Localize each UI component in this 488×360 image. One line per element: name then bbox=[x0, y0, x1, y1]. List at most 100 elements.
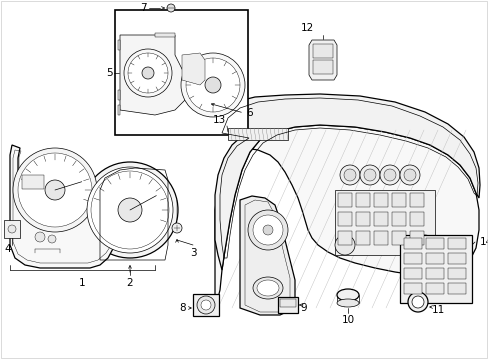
Circle shape bbox=[383, 169, 395, 181]
Bar bbox=[447, 268, 465, 279]
Circle shape bbox=[35, 232, 45, 242]
Circle shape bbox=[363, 169, 375, 181]
Polygon shape bbox=[240, 196, 294, 315]
Circle shape bbox=[339, 165, 359, 185]
Polygon shape bbox=[308, 40, 336, 80]
Circle shape bbox=[247, 210, 287, 250]
Circle shape bbox=[118, 198, 142, 222]
Text: 2: 2 bbox=[126, 278, 133, 288]
Circle shape bbox=[343, 169, 355, 181]
Polygon shape bbox=[120, 35, 184, 115]
Circle shape bbox=[204, 77, 221, 93]
Circle shape bbox=[414, 235, 434, 255]
Text: 3: 3 bbox=[189, 248, 196, 258]
Bar bbox=[193, 294, 219, 316]
Circle shape bbox=[379, 165, 399, 185]
Circle shape bbox=[201, 300, 210, 310]
Text: 14: 14 bbox=[479, 237, 488, 247]
Bar bbox=[399, 235, 471, 303]
Bar bbox=[355, 212, 369, 226]
Bar bbox=[391, 212, 405, 226]
Bar bbox=[355, 231, 369, 245]
Bar bbox=[227, 128, 287, 140]
Polygon shape bbox=[118, 105, 120, 115]
Ellipse shape bbox=[257, 280, 279, 296]
Bar bbox=[409, 193, 423, 207]
Ellipse shape bbox=[336, 289, 358, 301]
Text: 11: 11 bbox=[431, 305, 445, 315]
Polygon shape bbox=[215, 94, 479, 270]
Bar bbox=[403, 253, 421, 264]
Circle shape bbox=[8, 225, 16, 233]
Text: 9: 9 bbox=[299, 303, 306, 313]
Bar bbox=[447, 238, 465, 249]
Bar bbox=[355, 193, 369, 207]
Bar bbox=[409, 212, 423, 226]
Polygon shape bbox=[215, 125, 478, 310]
Circle shape bbox=[48, 235, 56, 243]
Circle shape bbox=[403, 169, 415, 181]
Circle shape bbox=[185, 58, 240, 112]
Bar bbox=[403, 268, 421, 279]
Bar bbox=[337, 193, 351, 207]
Bar bbox=[278, 297, 297, 313]
Circle shape bbox=[124, 49, 172, 97]
Polygon shape bbox=[10, 145, 115, 268]
Circle shape bbox=[197, 296, 215, 314]
Polygon shape bbox=[182, 53, 204, 85]
Bar bbox=[425, 238, 443, 249]
Text: 8: 8 bbox=[179, 303, 185, 313]
Bar bbox=[312, 60, 332, 74]
Circle shape bbox=[181, 53, 244, 117]
Polygon shape bbox=[155, 33, 175, 37]
Circle shape bbox=[18, 153, 92, 227]
Circle shape bbox=[142, 67, 154, 79]
Bar bbox=[337, 231, 351, 245]
Bar bbox=[115, 10, 247, 135]
Text: 7: 7 bbox=[140, 3, 147, 13]
Bar bbox=[337, 212, 351, 226]
Bar bbox=[334, 190, 434, 255]
Bar bbox=[280, 299, 295, 307]
Bar bbox=[391, 193, 405, 207]
Circle shape bbox=[13, 148, 97, 232]
Bar bbox=[403, 238, 421, 249]
Bar bbox=[425, 253, 443, 264]
Text: 10: 10 bbox=[341, 315, 354, 325]
Ellipse shape bbox=[336, 299, 358, 307]
Bar bbox=[312, 44, 332, 58]
Bar bbox=[447, 283, 465, 294]
Text: 12: 12 bbox=[300, 23, 313, 33]
Circle shape bbox=[167, 4, 175, 12]
Bar bbox=[22, 175, 44, 189]
Bar bbox=[391, 231, 405, 245]
Circle shape bbox=[407, 292, 427, 312]
Text: 5: 5 bbox=[106, 68, 113, 78]
Circle shape bbox=[411, 296, 423, 308]
Circle shape bbox=[252, 215, 283, 245]
Circle shape bbox=[45, 180, 65, 200]
Circle shape bbox=[91, 171, 169, 249]
Bar bbox=[4, 220, 20, 238]
Bar bbox=[403, 283, 421, 294]
Bar bbox=[373, 212, 387, 226]
Text: 13: 13 bbox=[212, 115, 225, 125]
Ellipse shape bbox=[252, 277, 283, 299]
Circle shape bbox=[334, 235, 354, 255]
Bar bbox=[425, 283, 443, 294]
Bar bbox=[373, 231, 387, 245]
Circle shape bbox=[359, 165, 379, 185]
Circle shape bbox=[87, 167, 173, 253]
Circle shape bbox=[128, 53, 168, 93]
Circle shape bbox=[399, 165, 419, 185]
Circle shape bbox=[82, 162, 178, 258]
Polygon shape bbox=[118, 40, 120, 50]
Polygon shape bbox=[118, 90, 120, 100]
Circle shape bbox=[263, 225, 272, 235]
Circle shape bbox=[172, 223, 182, 233]
Text: 4: 4 bbox=[4, 244, 11, 254]
Text: 6: 6 bbox=[245, 108, 252, 118]
Text: 1: 1 bbox=[79, 278, 85, 288]
Bar bbox=[425, 268, 443, 279]
Bar bbox=[447, 253, 465, 264]
